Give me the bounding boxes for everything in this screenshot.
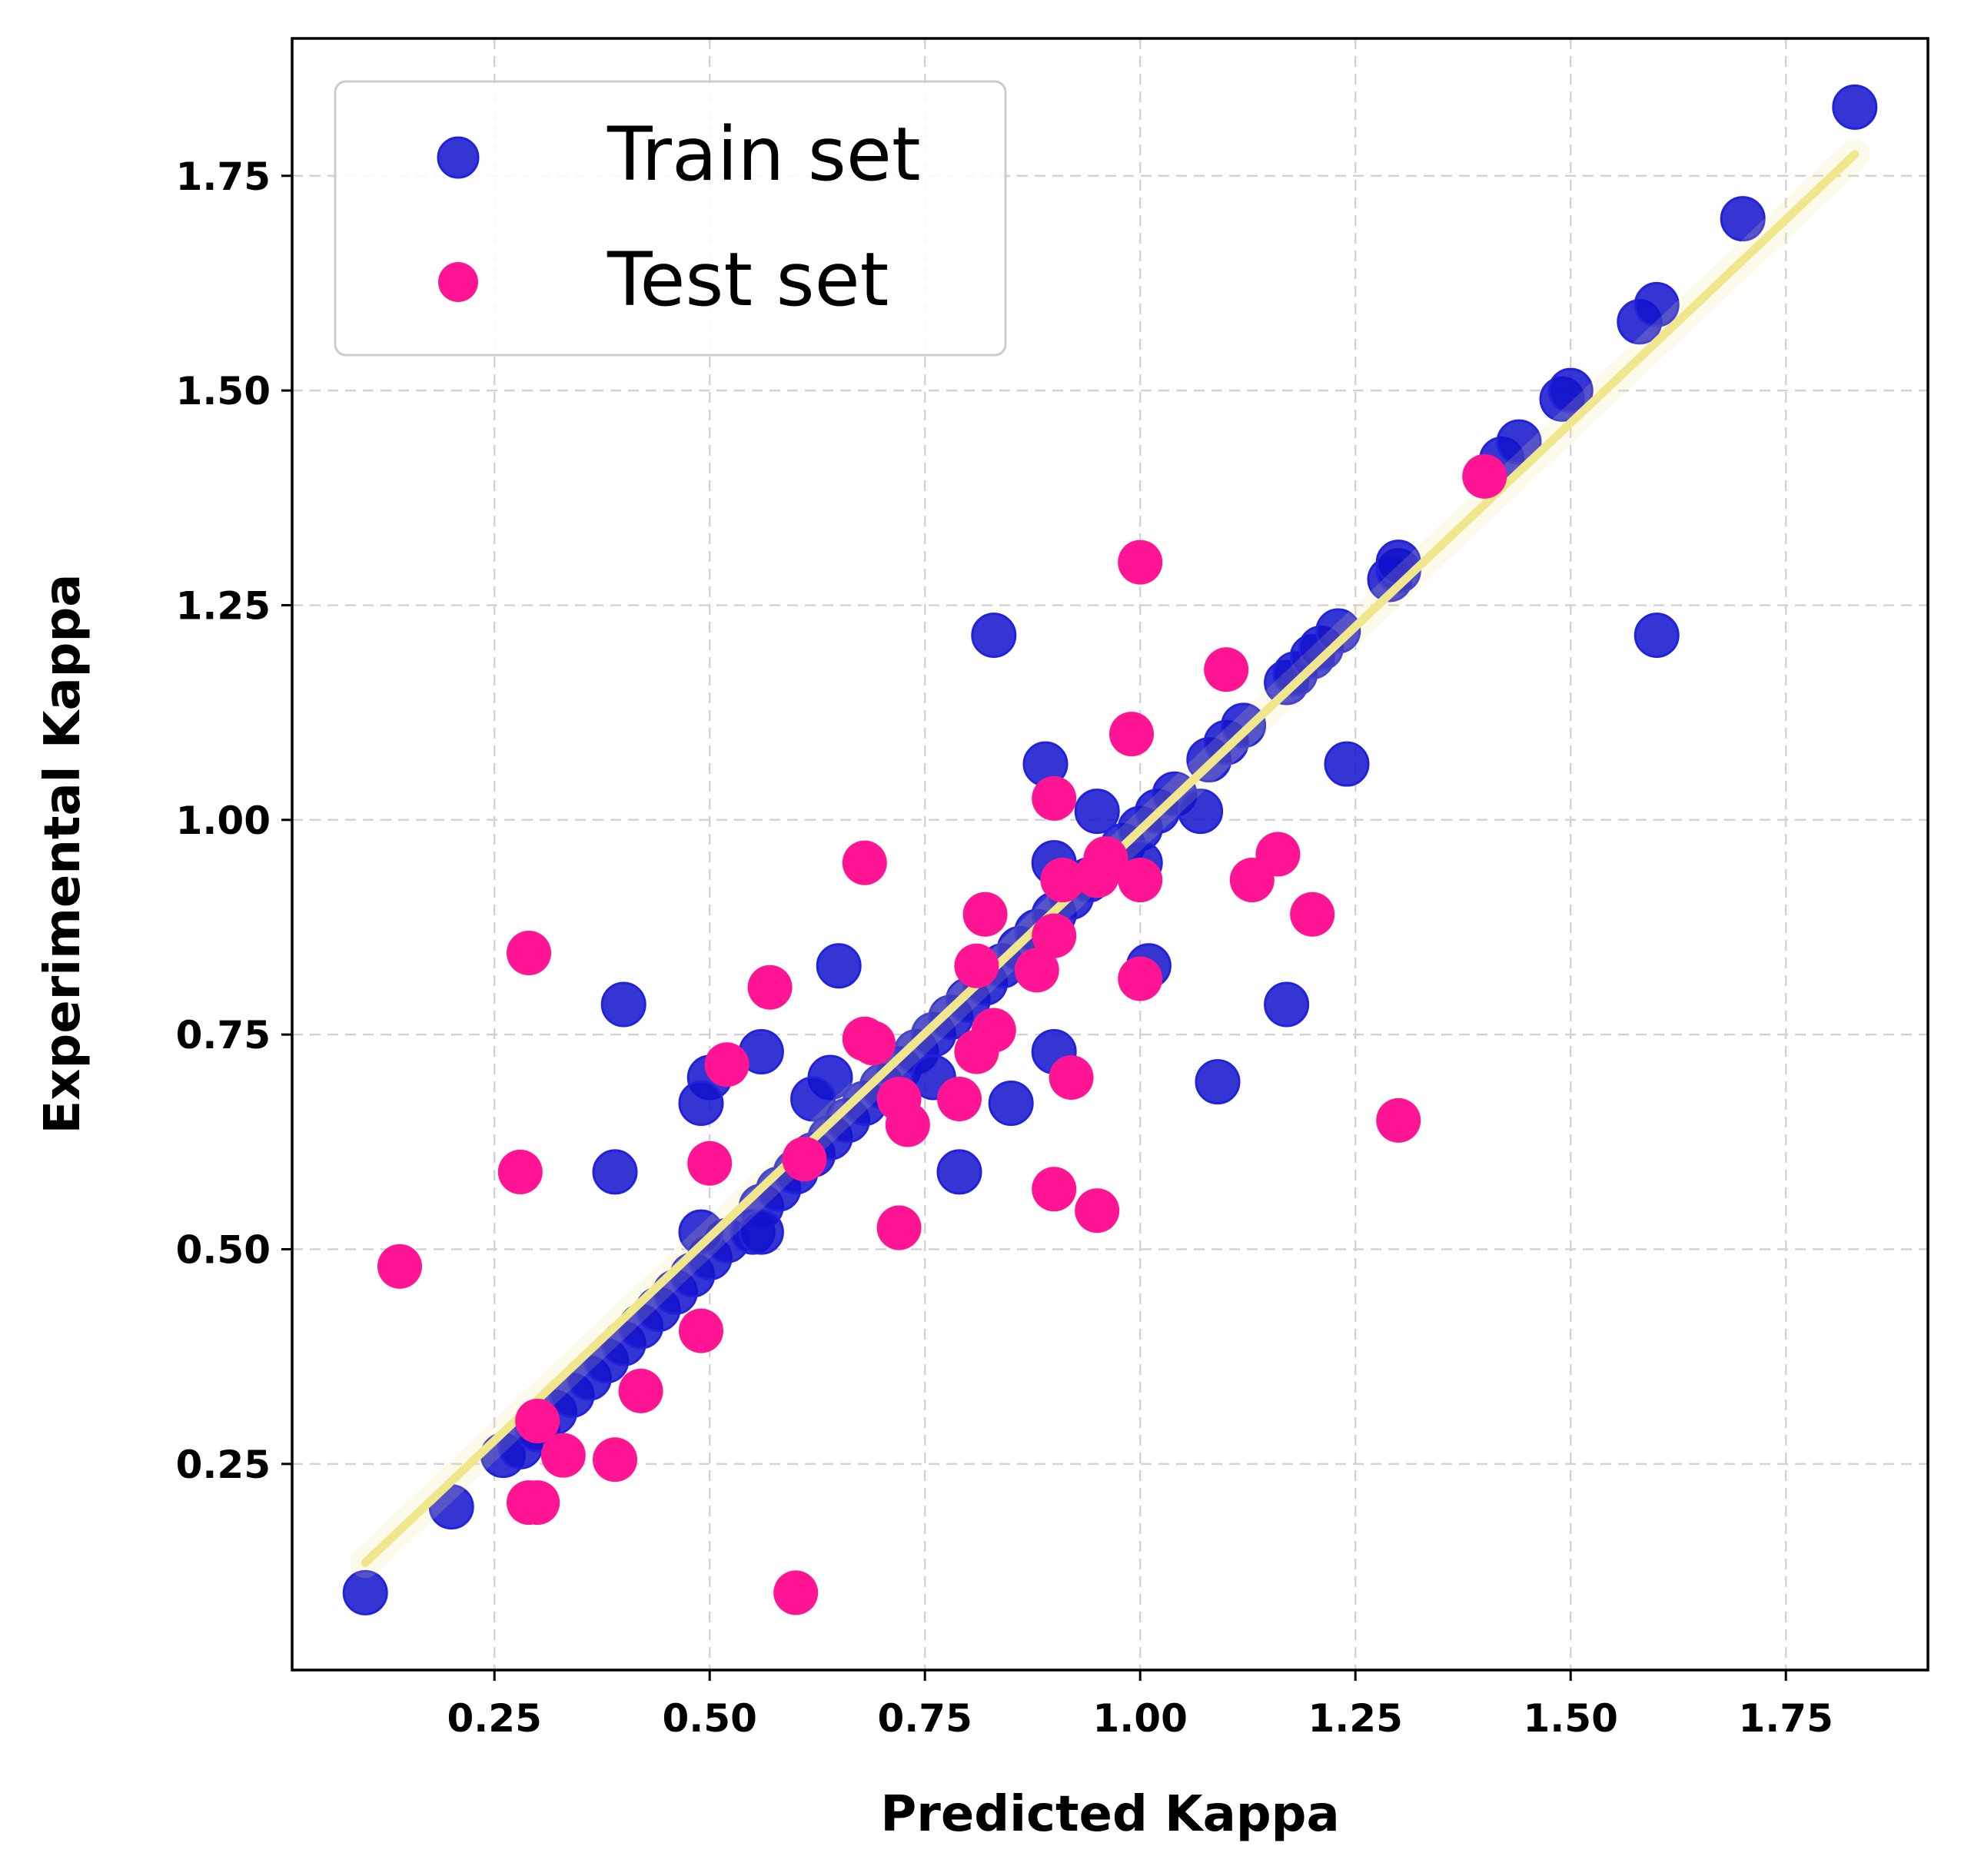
train-point [1195, 1059, 1241, 1105]
test-point [962, 892, 1008, 937]
test-point [1118, 540, 1163, 585]
test-point [1049, 1055, 1094, 1101]
train-point [1315, 608, 1361, 654]
test-point [954, 1029, 999, 1074]
train-point [1547, 367, 1594, 413]
test-point [937, 1076, 982, 1121]
legend-test-label: Test set [607, 237, 889, 323]
legend: Train set Test set [334, 80, 1007, 357]
train-point [790, 1076, 836, 1122]
test-point [747, 965, 793, 1010]
x-tick-label: 1.75 [1739, 1696, 1833, 1741]
train-point [1720, 196, 1766, 242]
test-point [1075, 1188, 1120, 1234]
y-tick-label: 0.25 [176, 1443, 271, 1487]
test-point [515, 1480, 560, 1526]
x-tick-label: 1.50 [1524, 1696, 1618, 1741]
train-point [816, 943, 862, 989]
test-point [679, 1308, 723, 1353]
test-point [1109, 712, 1154, 757]
train-point [1634, 613, 1680, 659]
test-point [773, 1570, 819, 1615]
train-point [738, 1209, 784, 1255]
train-point [1221, 702, 1267, 749]
test-point [377, 1243, 422, 1289]
train-point [592, 1149, 638, 1195]
test-point [704, 1042, 750, 1087]
train-point [600, 981, 646, 1028]
test-point [515, 1398, 560, 1443]
test-point [1204, 647, 1249, 692]
train-point [936, 1149, 982, 1195]
x-axis-label: Predicted Kappa [880, 1786, 1339, 1843]
x-axis-ticks: 0.25 0.50 0.75 1.00 1.25 1.50 1.75 [447, 1670, 1833, 1741]
train-point [971, 613, 1017, 659]
x-tick-label: 0.50 [663, 1696, 757, 1741]
test-point [851, 1021, 896, 1066]
train-point [1074, 789, 1120, 835]
train-point [1264, 981, 1310, 1028]
train-point [988, 1081, 1034, 1127]
y-tick-label: 0.50 [176, 1227, 271, 1272]
legend-frame [334, 80, 1007, 357]
y-axis-label: Experimental Kappa [35, 574, 91, 1134]
test-point [1229, 858, 1275, 903]
train-point [1634, 281, 1680, 327]
test-point [1118, 858, 1163, 903]
test-point [593, 1437, 637, 1483]
test-point [1032, 913, 1077, 958]
test-point [1075, 853, 1120, 898]
test-point [497, 1149, 543, 1194]
legend-test-marker [438, 262, 478, 302]
test-point [1014, 948, 1059, 993]
test-point [1032, 775, 1077, 821]
train-point [1496, 419, 1542, 465]
test-point [1376, 1097, 1421, 1143]
y-axis-ticks: 0.25 0.50 0.75 1.00 1.25 1.50 1.75 [176, 154, 292, 1487]
train-point [678, 1081, 724, 1127]
train-point [342, 1569, 388, 1615]
legend-train-marker [437, 136, 480, 179]
test-point [876, 1205, 922, 1250]
test-point [885, 1102, 930, 1147]
train-point [1178, 789, 1224, 835]
test-point [540, 1433, 586, 1478]
y-tick-label: 1.25 [176, 583, 271, 628]
test-point [1032, 1167, 1077, 1212]
y-tick-label: 0.75 [176, 1013, 271, 1058]
test-point [1040, 858, 1085, 903]
train-point [678, 1209, 724, 1255]
x-tick-label: 1.00 [1093, 1696, 1188, 1741]
test-point [782, 1137, 827, 1182]
test-point [842, 840, 887, 885]
x-tick-label: 0.25 [447, 1696, 542, 1741]
train-point [1832, 84, 1878, 130]
plot-frame [291, 37, 1929, 1672]
y-tick-label: 1.75 [176, 154, 271, 199]
test-point [507, 930, 551, 975]
test-points [377, 453, 1507, 1615]
test-point [1462, 453, 1507, 499]
legend-train-label: Train set [607, 111, 921, 198]
test-point [687, 1141, 733, 1186]
y-tick-label: 1.00 [176, 799, 271, 843]
test-point [1118, 956, 1163, 1001]
x-tick-label: 0.75 [878, 1696, 972, 1741]
test-point [954, 943, 999, 988]
x-tick-label: 1.25 [1308, 1696, 1403, 1741]
y-tick-label: 1.50 [176, 369, 271, 413]
train-point [1324, 741, 1370, 787]
test-point [618, 1368, 663, 1413]
test-point [1290, 892, 1335, 937]
